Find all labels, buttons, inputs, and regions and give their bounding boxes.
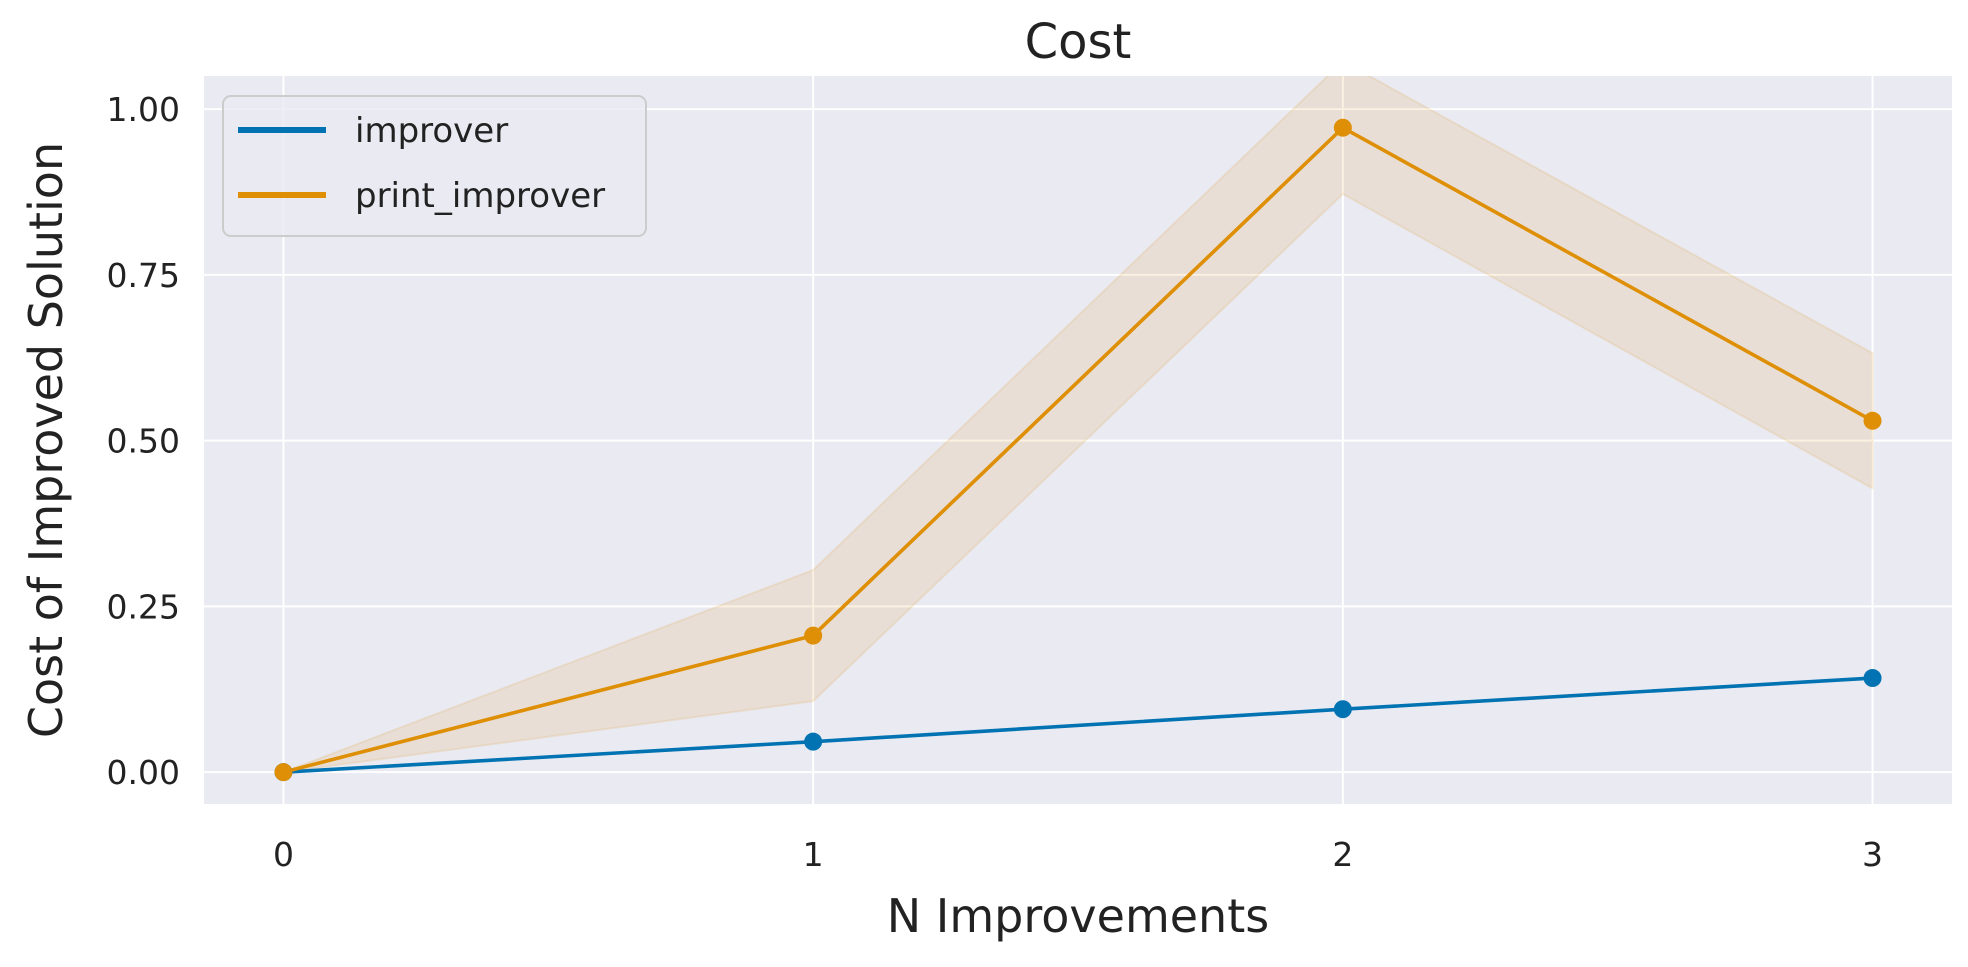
y-axis-title: Cost of Improved Solution <box>19 142 73 738</box>
legend: improver print_improver <box>222 95 647 237</box>
series-markers <box>274 118 1882 782</box>
point-improver <box>804 732 823 751</box>
x-tick-label: 1 <box>803 835 824 874</box>
x-tick-label: 0 <box>273 835 294 874</box>
y-tick-label: 0.75 <box>107 256 180 295</box>
y-tick-label: 1.00 <box>107 90 180 129</box>
grid <box>204 76 1952 804</box>
legend-label-improver: improver <box>355 111 508 151</box>
point-print-improver <box>1333 118 1352 137</box>
x-tick-label: 2 <box>1332 835 1353 874</box>
x-tick-label: 3 <box>1862 835 1883 874</box>
y-tick-label: 0.50 <box>107 422 180 461</box>
y-tick-label: 0.25 <box>107 587 180 626</box>
y-tick-label: 0.00 <box>107 753 180 792</box>
legend-box <box>222 95 647 237</box>
legend-label-print-improver: print_improver <box>355 176 605 216</box>
point-print-improver <box>1863 411 1882 430</box>
point-improver <box>1333 700 1352 719</box>
point-print-improver <box>804 626 823 645</box>
line-improver <box>283 676 1873 774</box>
point-print-improver <box>274 763 293 782</box>
line-print-improver <box>283 125 1874 774</box>
series-lines <box>283 125 1874 774</box>
x-axis-title: N Improvements <box>887 889 1269 943</box>
point-improver <box>1863 669 1882 688</box>
tick-labels: 0.00 0.25 0.50 0.75 1.00 0 1 2 3 <box>107 90 1884 874</box>
chart-title: Cost <box>1025 14 1132 70</box>
